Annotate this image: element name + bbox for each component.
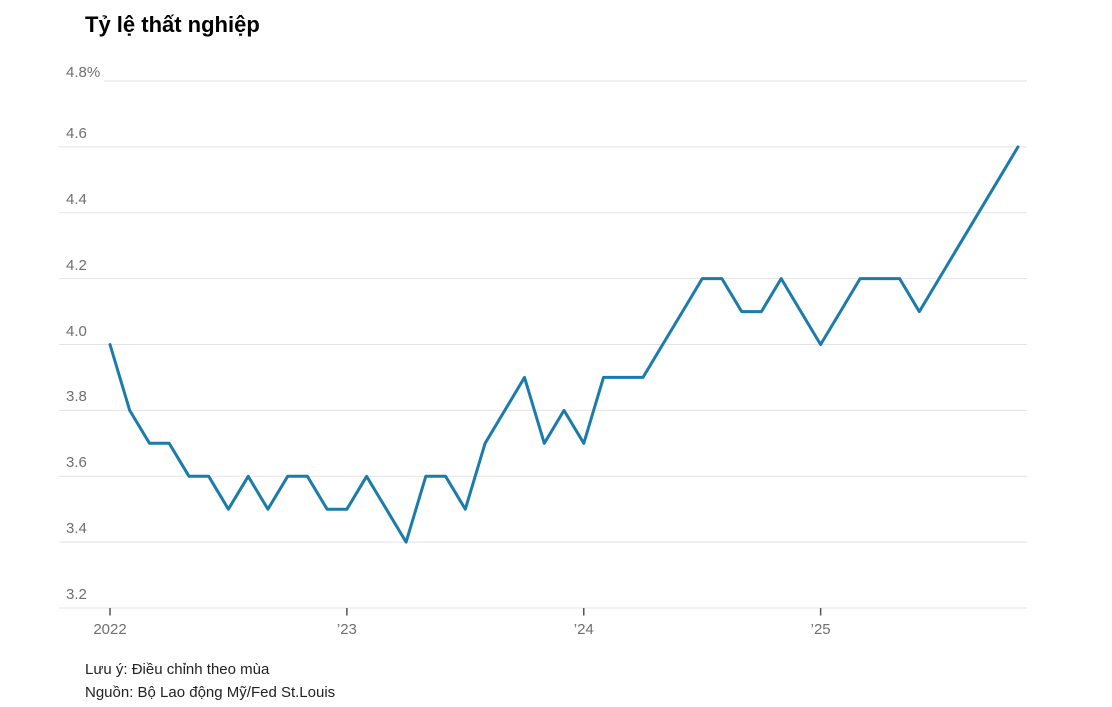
y-axis-label: 3.4 [66, 520, 87, 538]
y-axis-label: 4.8% [66, 64, 101, 81]
x-axis-label: 2022 [93, 621, 127, 638]
y-axis-label: 3.6 [66, 454, 87, 472]
y-axis-label: 3.8 [66, 388, 87, 406]
y-axis-label: 4.0 [66, 322, 87, 340]
x-axis-label: ’23 [336, 621, 357, 638]
unemployment-line [108, 145, 1020, 544]
y-axis-label: 4.4 [66, 190, 87, 208]
y-axis-label: 4.2 [66, 256, 87, 274]
x-axis-ticks [109, 608, 822, 616]
y-axis-label: 4.6 [66, 124, 87, 142]
gridlines [59, 80, 1027, 609]
chart-title: Tỷ lệ thất nghiệp [85, 12, 260, 37]
chart-note: Lưu ý: Điều chỉnh theo mùa [85, 661, 270, 678]
chart-footnotes: Lưu ý: Điều chỉnh theo mùa Nguồn: Bộ Lao… [85, 658, 335, 704]
x-axis-label: ’24 [573, 621, 594, 638]
y-axis-label: 3.2 [66, 586, 87, 603]
x-axis-label: ’25 [810, 621, 831, 638]
chart-source: Nguồn: Bộ Lao động Mỹ/Fed St.Louis [85, 684, 336, 701]
